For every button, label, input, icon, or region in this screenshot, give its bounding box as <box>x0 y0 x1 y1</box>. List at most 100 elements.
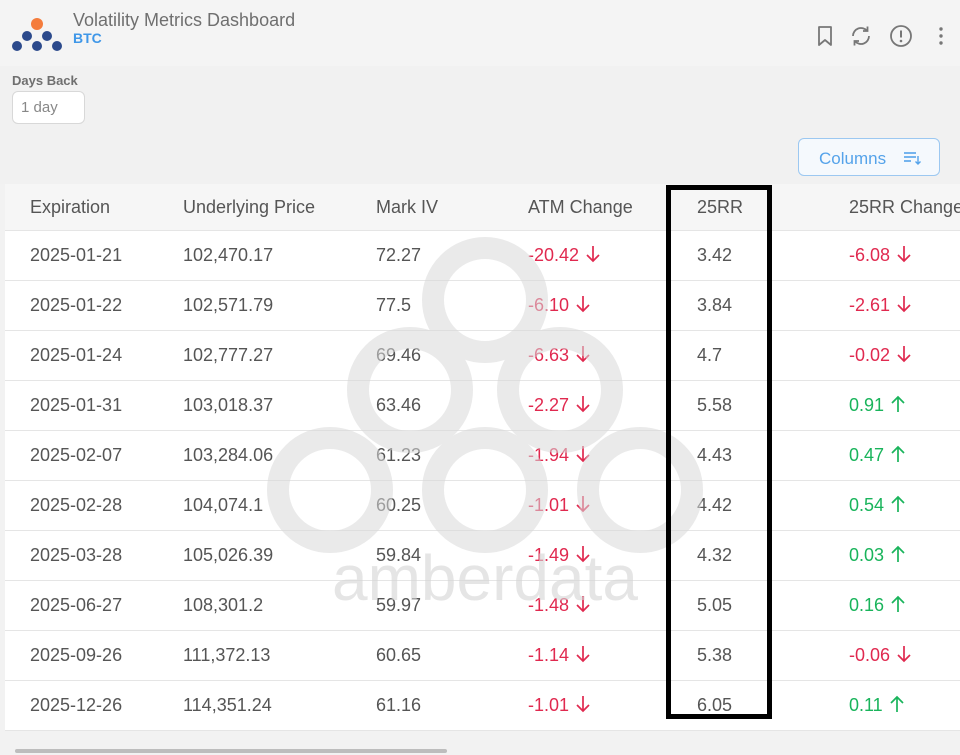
table-row[interactable]: 2025-01-22 102,571.79 77.5 -6.10 3.84 -2.61 <box>5 281 960 331</box>
table-row[interactable]: 2025-03-28 105,026.39 59.84 -1.49 4.32 0.03 <box>5 531 960 581</box>
cell-atm-change: -1.14 <box>528 631 591 680</box>
atm-change-value: -6.10 <box>528 295 570 315</box>
cell-atm-change: -1.48 <box>528 581 591 630</box>
cell-25rr-change: 0.91 <box>849 381 906 430</box>
cell-25rr-change: 0.16 <box>849 581 906 630</box>
cell-underlying-price: 104,074.1 <box>183 495 264 515</box>
25rr-change-value: -2.61 <box>849 295 891 315</box>
cell-25rr: 4.43 <box>697 445 733 465</box>
cell-mark-iv: 69.46 <box>376 345 422 365</box>
table-row[interactable]: 2025-01-24 102,777.27 69.46 -6.63 4.7 -0.02 <box>5 331 960 381</box>
arrow-down-icon <box>575 345 591 363</box>
cell-mark-iv: 60.65 <box>376 645 422 665</box>
column-header-expiration[interactable]: Expiration <box>30 197 111 217</box>
column-header-atm-change[interactable]: ATM Change <box>528 197 633 217</box>
table-row[interactable]: 2025-01-31 103,018.37 63.46 -2.27 5.58 0.91 <box>5 381 960 431</box>
arrow-down-icon <box>575 595 591 613</box>
info-icon[interactable] <box>889 24 913 48</box>
cell-expiration: 2025-01-31 <box>30 395 123 415</box>
cell-expiration: 2025-02-28 <box>30 495 123 515</box>
cell-25rr-change: 0.11 <box>849 681 905 730</box>
cell-atm-change: -1.49 <box>528 531 591 580</box>
column-header-25rr[interactable]: 25RR <box>697 197 744 217</box>
column-header-mark-iv[interactable]: Mark IV <box>376 197 439 217</box>
bookmark-icon[interactable] <box>813 24 837 48</box>
days-back-label: Days Back <box>12 73 78 88</box>
cell-mark-iv: 63.46 <box>376 395 422 415</box>
arrow-down-icon <box>575 645 591 663</box>
table-row[interactable]: 2025-02-07 103,284.06 61.23 -1.94 4.43 0.47 <box>5 431 960 481</box>
days-back-select[interactable]: 1 day <box>12 91 85 124</box>
atm-change-value: -1.01 <box>528 695 570 715</box>
25rr-change-value: 0.47 <box>849 445 885 465</box>
cell-25rr-change: -6.08 <box>849 231 912 280</box>
arrow-down-icon <box>896 645 912 663</box>
table-row[interactable]: 2025-06-27 108,301.2 59.97 -1.48 5.05 0.16 <box>5 581 960 631</box>
atm-change-value: -6.63 <box>528 345 570 365</box>
25rr-change-value: 0.16 <box>849 595 885 615</box>
arrow-up-icon <box>889 695 905 713</box>
cell-mark-iv: 61.23 <box>376 445 422 465</box>
cell-underlying-price: 102,470.17 <box>183 245 274 265</box>
cell-25rr: 4.42 <box>697 495 733 515</box>
cell-underlying-price: 114,351.24 <box>183 695 272 715</box>
atm-change-value: -20.42 <box>528 245 580 265</box>
cell-expiration: 2025-12-26 <box>30 695 123 715</box>
cell-atm-change: -1.01 <box>528 681 591 730</box>
25rr-change-value: 0.03 <box>849 545 885 565</box>
atm-change-value: -2.27 <box>528 395 570 415</box>
cell-underlying-price: 102,571.79 <box>183 295 274 315</box>
cell-25rr: 5.05 <box>697 595 733 615</box>
arrow-down-icon <box>585 245 601 263</box>
atm-change-value: -1.01 <box>528 495 570 515</box>
cell-expiration: 2025-03-28 <box>30 545 123 565</box>
columns-button[interactable]: Columns <box>798 138 940 176</box>
table-row[interactable]: 2025-01-21 102,470.17 72.27 -20.42 3.42 -6.08 <box>5 231 960 281</box>
horizontal-scrollbar[interactable] <box>15 749 447 753</box>
table-row[interactable]: 2025-02-28 104,074.1 60.25 -1.01 4.42 0.54 <box>5 481 960 531</box>
25rr-change-value: 0.91 <box>849 395 885 415</box>
page-title: Volatility Metrics Dashboard <box>73 10 296 30</box>
arrow-down-icon <box>575 295 591 313</box>
atm-change-value: -1.14 <box>528 645 570 665</box>
cell-25rr: 3.84 <box>697 295 733 315</box>
cell-25rr: 4.32 <box>697 545 733 565</box>
cell-mark-iv: 61.16 <box>376 695 422 715</box>
cell-atm-change: -1.94 <box>528 431 591 480</box>
cell-25rr-change: 0.54 <box>849 481 906 530</box>
cell-underlying-price: 105,026.39 <box>183 545 274 565</box>
sort-lines-icon <box>904 152 921 165</box>
arrow-down-icon <box>575 495 591 513</box>
table-row[interactable]: 2025-09-26 111,372.13 60.65 -1.14 5.38 -0.06 <box>5 631 960 681</box>
25rr-change-value: -6.08 <box>849 245 891 265</box>
cell-underlying-price: 102,777.27 <box>183 345 274 365</box>
arrow-up-icon <box>890 545 906 563</box>
cell-25rr: 6.05 <box>697 695 733 715</box>
column-header-25rr-change[interactable]: 25RR Change <box>849 197 960 217</box>
cell-atm-change: -2.27 <box>528 381 591 430</box>
cell-expiration: 2025-09-26 <box>30 645 123 665</box>
arrow-down-icon <box>896 345 912 363</box>
column-header-underlying-price[interactable]: Underlying Price <box>183 197 316 217</box>
arrow-down-icon <box>575 445 591 463</box>
arrow-down-icon <box>896 295 912 313</box>
asset-subtitle: BTC <box>73 30 102 46</box>
cell-atm-change: -20.42 <box>528 231 601 280</box>
cell-atm-change: -1.01 <box>528 481 591 530</box>
cell-atm-change: -6.10 <box>528 281 591 330</box>
arrow-up-icon <box>890 445 906 463</box>
cell-mark-iv: 77.5 <box>376 295 412 315</box>
25rr-change-value: -0.06 <box>849 645 891 665</box>
table-header-row: Expiration Underlying Price Mark IV ATM … <box>5 184 960 231</box>
cell-underlying-price: 103,018.37 <box>183 395 274 415</box>
cell-25rr-change: -0.06 <box>849 631 912 680</box>
cell-25rr: 5.58 <box>697 395 733 415</box>
cell-underlying-price: 111,372.13 <box>183 645 271 665</box>
25rr-change-value: 0.11 <box>849 695 883 715</box>
more-vertical-icon[interactable] <box>929 24 953 48</box>
table-row[interactable]: 2025-12-26 114,351.24 61.16 -1.01 6.05 0.11 <box>5 681 960 731</box>
arrow-down-icon <box>575 395 591 413</box>
refresh-icon[interactable] <box>849 24 873 48</box>
arrow-down-icon <box>896 245 912 263</box>
cell-25rr-change: -2.61 <box>849 281 912 330</box>
